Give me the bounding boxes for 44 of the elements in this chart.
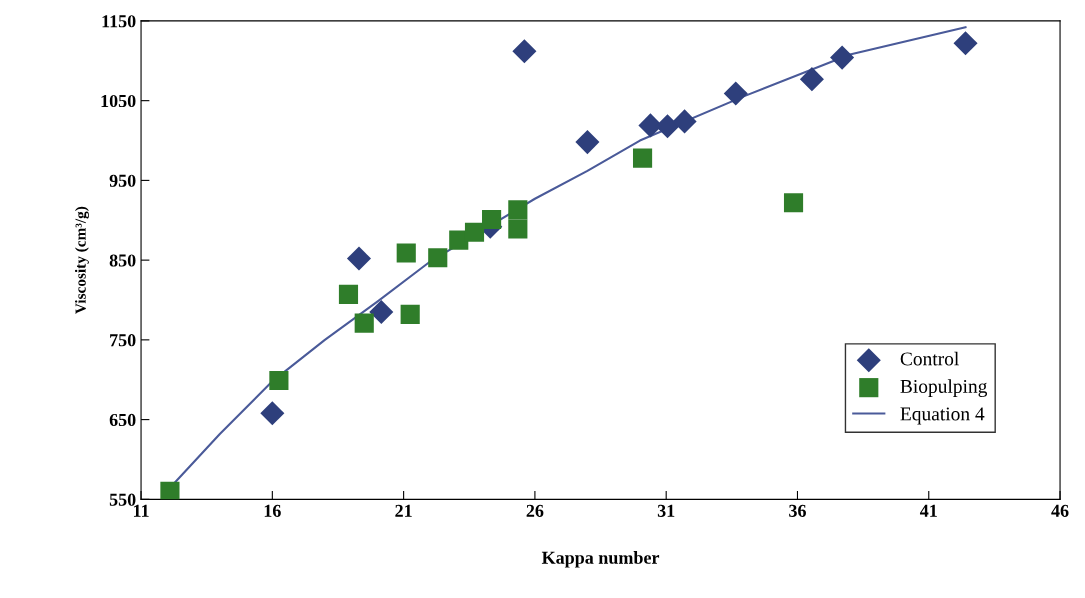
x-tick-label: 11: [133, 504, 149, 517]
point: [260, 401, 285, 426]
point: [783, 193, 804, 213]
x-tick-label: 16: [264, 504, 281, 517]
point: [269, 370, 289, 391]
point: [723, 81, 748, 106]
point: [369, 299, 394, 324]
point: [354, 313, 374, 333]
y-tick-label: 1150: [102, 15, 136, 28]
y-tick-label: 850: [109, 254, 136, 267]
point: [464, 222, 485, 242]
y-tick-label: 650: [109, 413, 136, 427]
point: [655, 114, 680, 139]
y-tick-label: 950: [109, 174, 136, 187]
y-axis-title: Viscosity (cm³/g): [74, 206, 89, 314]
x-axis-title: Kappa number: [541, 551, 660, 568]
y-tick-label: 1050: [101, 94, 136, 108]
legend-label: Control: [900, 351, 959, 366]
point: [672, 109, 697, 134]
y-tick-label: 550: [109, 493, 136, 506]
point: [160, 481, 180, 500]
point: [396, 243, 416, 263]
point: [346, 246, 372, 271]
point: [508, 219, 528, 239]
point: [338, 284, 359, 304]
y-tick-label: 750: [110, 334, 136, 347]
point: [512, 39, 537, 64]
x-tick-label: 46: [1051, 504, 1069, 517]
x-tick-label: 36: [789, 504, 806, 517]
x-tick-label: 26: [526, 504, 544, 517]
point: [632, 148, 653, 168]
legend-label: Equation 4: [900, 407, 985, 425]
legend-label: Biopulping: [900, 379, 988, 397]
point: [400, 304, 420, 324]
point: [508, 200, 528, 220]
x-tick-label: 21: [395, 504, 412, 517]
point: [482, 209, 502, 230]
point: [799, 67, 824, 92]
point: [428, 248, 448, 268]
point: [575, 130, 600, 155]
point: [830, 45, 855, 70]
point: [953, 31, 978, 56]
x-tick-label: 31: [657, 504, 675, 517]
x-tick-label: 41: [919, 504, 937, 517]
